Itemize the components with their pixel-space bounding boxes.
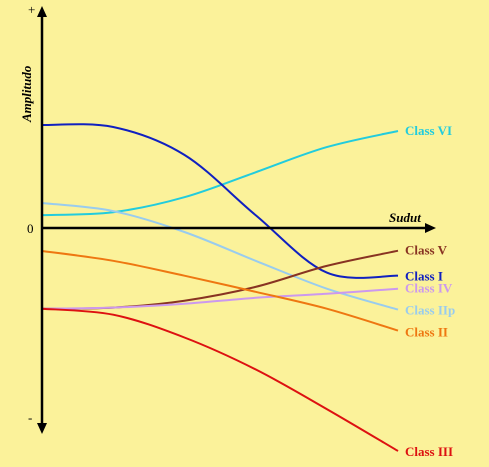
y-tick-minus: - — [28, 410, 32, 425]
series-labels: Class VI Class I Class IIp Class V Class IV C… — [405, 123, 455, 459]
series-lines — [41, 123, 399, 452]
series-label-class-vi: Class VI — [405, 123, 452, 138]
series-line-class-iv — [41, 287, 399, 310]
series-line-class-i — [41, 123, 399, 279]
series-line-class-ii — [41, 250, 399, 332]
series-line-class-iip — [41, 202, 399, 311]
series-label-class-iip: Class IIp — [405, 303, 455, 318]
y-tick-zero: 0 — [27, 221, 34, 236]
series-label-class-ii: Class II — [405, 325, 448, 340]
series-label-class-i: Class I — [405, 269, 443, 284]
y-axis-arrow-bottom — [37, 423, 47, 434]
y-tick-plus: + — [28, 2, 35, 17]
x-axis-label: Sudut — [389, 210, 421, 225]
y-axis-label: Amplitudo — [19, 65, 34, 123]
y-axis-arrow-top — [37, 6, 47, 17]
x-axis-arrow — [425, 223, 436, 233]
series-label-class-v: Class V — [405, 243, 448, 258]
series-label-class-iii: Class III — [405, 444, 453, 459]
series-line-class-vi — [41, 130, 399, 217]
series-label-class-iv: Class IV — [405, 281, 453, 296]
series-line-class-iii — [41, 307, 399, 452]
